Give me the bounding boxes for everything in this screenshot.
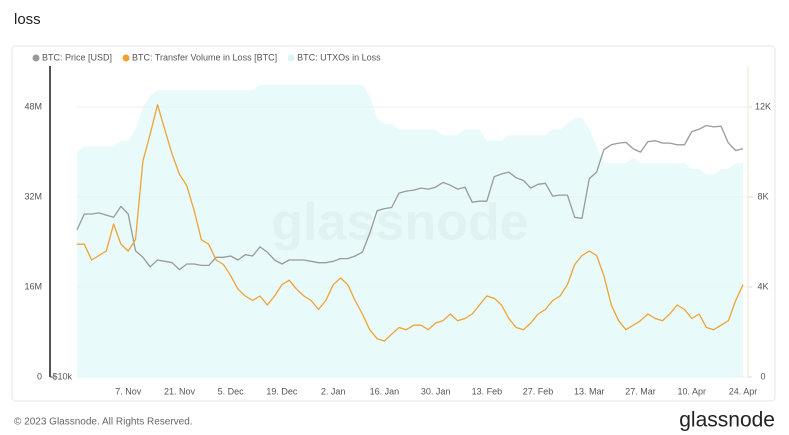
y2-tick-label: 0 — [760, 371, 765, 381]
legend-swatch — [287, 54, 295, 62]
area — [77, 84, 743, 377]
x-tick-label: 13. Feb — [472, 386, 503, 396]
legend-label: BTC: Price [USD] — [42, 52, 112, 62]
legend-label: BTC: UTXOs in Loss — [297, 52, 381, 62]
x-tick-label: 30. Jan — [421, 386, 451, 396]
logo: glassnode — [679, 409, 775, 432]
x-tick-label: 10. Apr — [678, 386, 707, 396]
y-tick-label: 0 — [37, 371, 42, 381]
copyright: © 2023 Glassnode. All Rights Reserved. — [14, 417, 193, 428]
x-tick-label: 24. Apr — [729, 386, 758, 396]
page-title: loss — [14, 11, 41, 28]
legend-swatch — [32, 54, 40, 62]
x-tick-label: 2. Jan — [321, 386, 346, 396]
x-tick-label: 7. Nov — [115, 386, 142, 396]
x-tick-label: 21. Nov — [164, 386, 196, 396]
y2-tick-label: 4K — [757, 281, 768, 291]
y-tick-label: 16M — [24, 281, 42, 291]
x-tick-label: 5. Dec — [218, 386, 245, 396]
x-tick-label: 19. Dec — [266, 386, 298, 396]
legend-swatch — [122, 54, 130, 62]
x-tick-label: 13. Mar — [574, 386, 605, 396]
y-tick-label: 32M — [24, 191, 42, 201]
y-tick-label: 48M — [24, 101, 42, 111]
legend-label: BTC: Transfer Volume in Loss [BTC] — [132, 52, 277, 62]
x-tick-label: 27. Mar — [625, 386, 656, 396]
x-tick-label: 27. Feb — [523, 386, 554, 396]
y2-tick-label: 12K — [755, 101, 771, 111]
y2-tick-label: 8K — [757, 191, 768, 201]
line — [76, 124, 744, 271]
price-tick-label: $10k — [52, 371, 72, 381]
x-tick-label: 16. Jan — [370, 386, 400, 396]
line — [77, 104, 744, 342]
